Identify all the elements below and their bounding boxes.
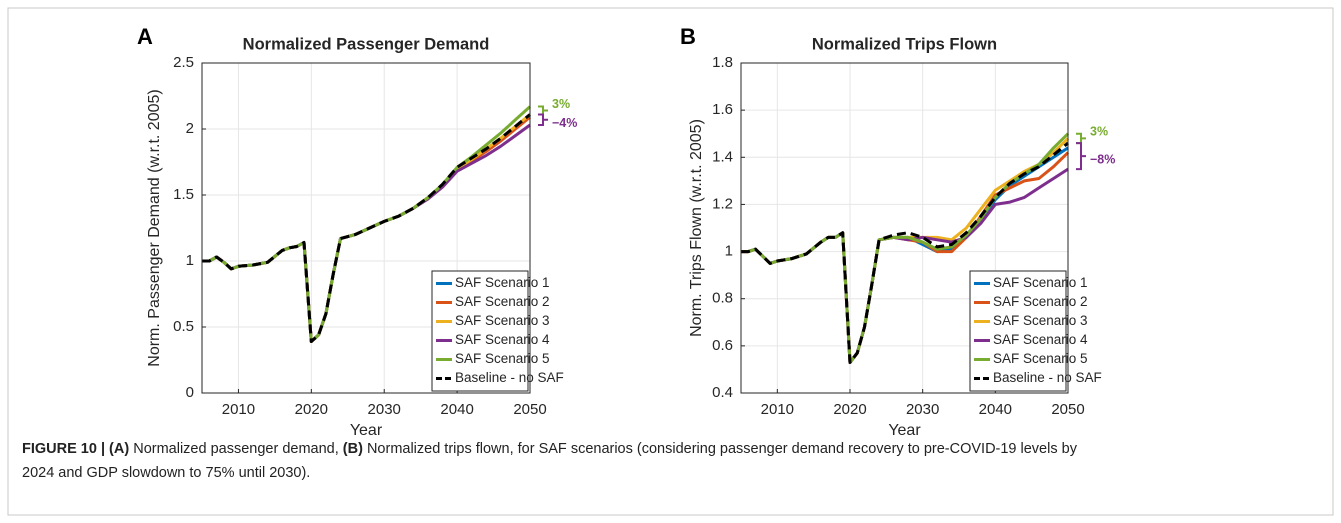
y-axis-label: Norm. Passenger Demand (w.r.t. 2005) [146, 89, 163, 366]
x-tick-label: 2050 [1051, 401, 1084, 418]
caption-text: Normalized passenger demand, [129, 441, 343, 457]
x-tick-label: 2040 [979, 401, 1012, 418]
annotation-bracket [1076, 142, 1086, 171]
legend-label: Baseline - no SAF [993, 370, 1102, 385]
legend-label: SAF Scenario 5 [993, 351, 1088, 366]
y-tick-label: 1 [186, 252, 194, 269]
y-tick-label: 2 [186, 120, 194, 137]
x-tick-label: 2010 [222, 401, 255, 418]
x-tick-label: 2030 [906, 401, 939, 418]
x-axis-label: Year [888, 422, 921, 439]
x-tick-label: 2020 [833, 401, 866, 418]
annotation-bracket [1076, 132, 1086, 145]
legend-label: SAF Scenario 1 [993, 275, 1088, 290]
annotation: 3% [1090, 125, 1108, 139]
y-axis-label: Norm. Trips Flown (w.r.t. 2005) [688, 119, 705, 337]
annotation-bracket [538, 113, 548, 127]
legend-label: Baseline - no SAF [455, 370, 564, 385]
x-tick-label: 2040 [440, 401, 473, 418]
chart-title: Normalized Passenger Demand [243, 35, 490, 53]
y-tick-label: 1.5 [173, 186, 194, 203]
x-axis-label: Year [350, 422, 383, 439]
legend-box [969, 270, 1067, 392]
x-tick-label: 2030 [368, 401, 401, 418]
y-tick-label: 0.5 [173, 318, 194, 335]
annotation: 3% [552, 97, 570, 111]
y-tick-label: 0 [186, 384, 194, 401]
legend-label: SAF Scenario 2 [455, 294, 550, 309]
y-tick-label: 1 [725, 243, 733, 260]
figure-border [7, 7, 1334, 516]
x-tick-label: 2020 [295, 401, 328, 418]
y-tick-label: 0.6 [712, 337, 733, 354]
legend-label: SAF Scenario 1 [455, 275, 550, 290]
y-tick-label: 0.4 [712, 384, 733, 401]
legend-label: SAF Scenario 4 [455, 332, 550, 347]
panel-label: A [137, 24, 153, 49]
legend-label: SAF Scenario 2 [993, 294, 1088, 309]
annotation-bracket [538, 105, 548, 116]
chart-title: Normalized Trips Flown [812, 35, 997, 53]
annotation: −8% [1090, 152, 1115, 166]
series-line [202, 113, 531, 343]
x-tick-label: 2050 [513, 401, 546, 418]
y-tick-label: 1.6 [712, 101, 733, 118]
y-tick-label: 0.8 [712, 290, 733, 307]
caption-text: Normalized trips flown, for SAF scenario… [22, 441, 1077, 481]
axes-frame [201, 62, 531, 394]
legend-label: SAF Scenario 3 [455, 313, 550, 328]
x-tick-label: 2010 [761, 401, 794, 418]
legend-label: SAF Scenario 5 [455, 351, 550, 366]
y-tick-label: 1.2 [712, 195, 733, 212]
panel-label: B [680, 24, 696, 49]
y-tick-label: 2.5 [173, 54, 194, 71]
axes-frame [740, 62, 1069, 394]
caption-text: (B) [342, 441, 363, 457]
caption-text: FIGURE 10 | (A) [22, 441, 130, 457]
y-tick-label: 1.8 [712, 54, 733, 71]
legend-label: SAF Scenario 4 [993, 332, 1088, 347]
annotation: −4% [552, 116, 577, 130]
y-tick-label: 1.4 [712, 148, 733, 165]
caption: FIGURE 10 | (A) Normalized passenger dem… [22, 437, 1102, 485]
legend-box [431, 270, 529, 392]
legend-label: SAF Scenario 3 [993, 313, 1088, 328]
series-line [741, 141, 1069, 364]
